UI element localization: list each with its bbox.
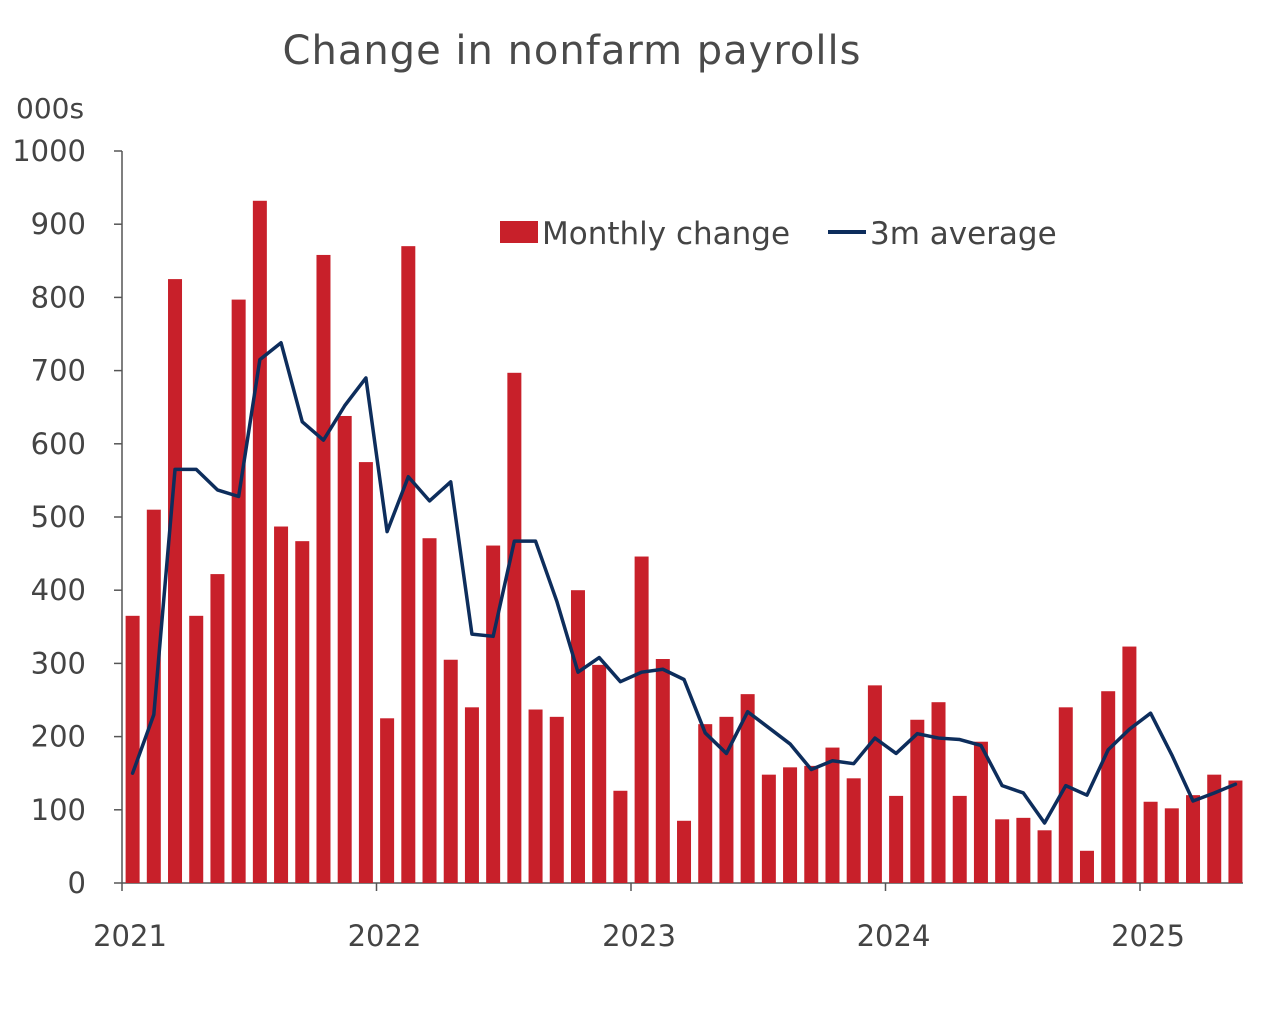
bar-2021-03 [168,279,183,884]
bar-2022-12 [613,790,628,883]
legend-label-monthly-change: Monthly change [542,216,790,252]
bar-2022-09 [549,716,564,883]
bar-2024-08 [1037,830,1052,883]
y-tick-label: 100 [31,793,86,827]
y-tick-label: 800 [31,280,86,314]
y-tick-label: 600 [31,427,86,461]
bar-2021-08 [274,526,289,883]
bar-2025-04 [1207,774,1222,883]
bar-2022-01 [380,718,395,883]
bar-2021-09 [295,541,310,883]
legend-label-3m-average: 3m average [870,216,1057,252]
bar-2022-02 [401,246,416,883]
y-tick-label: 400 [31,573,86,607]
x-tick-label: 2022 [348,919,422,953]
bar-2021-05 [210,574,225,883]
y-tick-label: 500 [31,500,86,534]
bar-2024-10 [1079,850,1094,883]
bar-2024-01 [889,795,904,883]
bar-2022-03 [422,538,437,883]
x-tick-label: 2021 [93,919,167,953]
bar-2021-12 [358,462,373,883]
y-tick-label: 700 [31,354,86,388]
bar-2023-06 [740,694,755,883]
y-tick-label: 1000 [12,134,86,168]
bar-2023-02 [655,659,670,883]
bar-2021-07 [252,200,267,883]
bar-2023-08 [783,767,798,883]
bar-2022-04 [443,659,458,883]
bar-2022-10 [570,590,585,883]
bar-2024-04 [952,795,967,883]
bar-2023-10 [825,747,840,883]
bar-2024-11 [1101,691,1116,883]
y-tick-label: 900 [31,207,86,241]
bar-2022-11 [592,664,607,883]
bar-2021-06 [231,299,246,884]
bar-2021-10 [316,254,331,883]
bar-2024-02 [910,719,925,883]
bar-2025-05 [1228,780,1243,883]
y-axis-unit-label: 000s [16,92,84,125]
y-tick-label: 200 [31,720,86,754]
bar-2023-12 [867,685,882,883]
bar-2023-11 [846,778,861,883]
legend: Monthly change 3m average [500,216,1057,252]
bar-2024-12 [1122,646,1137,883]
bar-2023-07 [761,774,776,883]
y-tick-label: 0 [68,866,86,900]
bar-2023-05 [719,716,734,883]
bar-2021-04 [189,615,204,883]
series-line-3m-average [130,341,1238,825]
y-tick-label: 300 [31,646,86,680]
bar-2024-05 [973,741,988,883]
chart-title: Change in nonfarm payrolls [283,28,862,74]
bar-2023-01 [634,556,649,883]
bar-2024-06 [995,819,1010,883]
bar-2022-08 [528,709,543,883]
bar-2023-09 [804,765,819,883]
bar-2021-11 [337,415,352,883]
bars-layer [125,200,1243,884]
bar-2025-03 [1186,795,1201,883]
bar-2021-01 [125,615,140,883]
bar-2024-03 [931,702,946,883]
bar-2023-04 [698,724,713,883]
bar-2025-01 [1143,801,1158,883]
bar-2022-06 [486,545,501,883]
line-layer [130,341,1238,825]
bar-2023-03 [677,820,692,883]
x-tick-label: 2023 [602,919,676,953]
bar-2022-05 [464,707,479,883]
tick-labels-layer: 0 100 200 300 400 500 600 700 800 900 1000 2021 2022… [12,134,1185,953]
bar-2025-02 [1164,808,1179,883]
bar-2024-07 [1016,817,1031,883]
x-tick-label: 2024 [857,919,931,953]
legend-swatch-monthly-change [500,221,538,243]
bar-2022-07 [507,372,522,883]
bar-2024-09 [1058,707,1073,883]
x-tick-label: 2025 [1111,919,1185,953]
